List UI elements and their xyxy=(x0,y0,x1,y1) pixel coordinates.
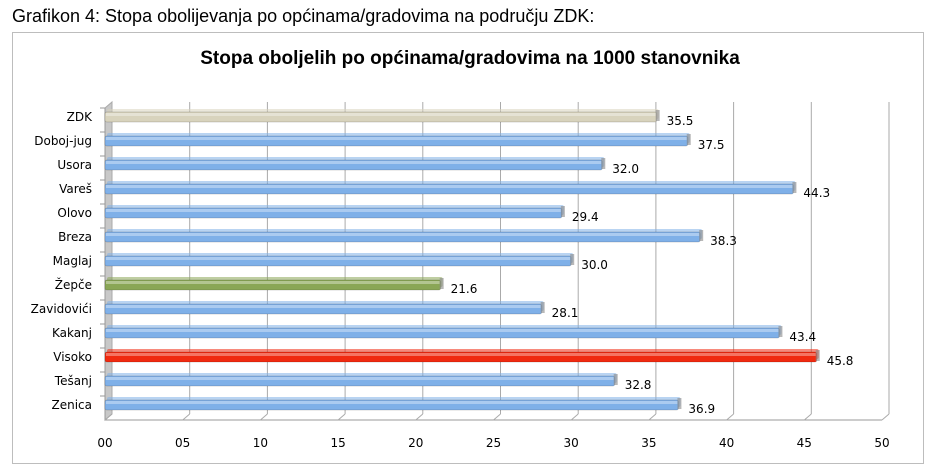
bar-end-face xyxy=(815,350,820,361)
bar-end-face xyxy=(560,206,565,217)
bar-5 xyxy=(104,229,704,243)
data-label: 44.3 xyxy=(803,186,830,200)
bar-highlight xyxy=(106,137,687,140)
bar-highlight xyxy=(106,185,793,188)
data-label: 28.1 xyxy=(552,306,579,320)
bar-highlight xyxy=(106,401,678,404)
x-tick-label: 30 xyxy=(564,436,579,450)
bar-7 xyxy=(104,277,444,291)
bar-highlight xyxy=(106,113,656,116)
y-tick-label: Vareš xyxy=(59,182,92,196)
bar-end-face xyxy=(570,254,575,265)
bar-highlight xyxy=(106,257,571,260)
y-tick-label: Doboj-jug xyxy=(34,134,92,148)
gridline-floor xyxy=(493,413,501,421)
x-tick-label: 45 xyxy=(797,436,812,450)
data-label: 37.5 xyxy=(698,138,725,152)
x-tick-label: 20 xyxy=(408,436,423,450)
bar-highlight xyxy=(106,353,816,356)
bar-end-face xyxy=(613,374,618,385)
gridline-floor xyxy=(570,413,579,421)
gridline-floor xyxy=(648,413,657,421)
bar-6 xyxy=(104,253,575,267)
gridline-floor xyxy=(260,413,268,421)
y-tick-label: Kakanj xyxy=(52,326,92,340)
bar-highlight xyxy=(106,305,541,308)
gridline-floor xyxy=(182,413,191,421)
bar-end-face xyxy=(778,326,783,337)
data-label: 32.8 xyxy=(625,378,652,392)
bar-end-face xyxy=(655,110,660,121)
bar-end-face xyxy=(686,134,691,145)
data-label: 35.5 xyxy=(667,114,694,128)
bar-highlight xyxy=(106,329,779,332)
bar-12 xyxy=(104,397,682,411)
bar-end-face xyxy=(540,302,545,313)
gridline-floor xyxy=(104,413,113,421)
x-tick-label: 05 xyxy=(175,436,190,450)
y-tick-label: Usora xyxy=(57,158,92,172)
bar-highlight xyxy=(106,377,614,380)
gridline-floor xyxy=(881,413,890,421)
gridline-floor xyxy=(803,413,812,421)
data-label: 43.4 xyxy=(789,330,816,344)
data-label: 45.8 xyxy=(827,354,854,368)
bar-highlight xyxy=(106,281,440,284)
data-label: 38.3 xyxy=(710,234,737,248)
x-tick-label: 15 xyxy=(330,436,345,450)
x-tick-label: 25 xyxy=(486,436,501,450)
bar-11 xyxy=(104,373,618,387)
data-label: 36.9 xyxy=(688,402,715,416)
bar-end-face xyxy=(699,230,704,241)
y-tick-label: ZDK xyxy=(67,110,93,124)
y-tick-label: Maglaj xyxy=(53,254,92,268)
y-tick-label: Zavidovići xyxy=(31,302,92,316)
chart-title: Stopa oboljelih po općinama/gradovima na… xyxy=(200,48,740,69)
bar-8 xyxy=(104,301,545,315)
bar-9 xyxy=(104,325,783,339)
figure-caption: Grafikon 4: Stopa obolijevanja po općina… xyxy=(12,6,595,26)
bar-highlight xyxy=(106,161,602,164)
x-tick-label: 50 xyxy=(874,436,889,450)
x-tick-label: 40 xyxy=(719,436,734,450)
data-label: 21.6 xyxy=(451,282,478,296)
bar-highlight xyxy=(106,209,561,212)
bar-end-face xyxy=(601,158,606,169)
data-label: 29.4 xyxy=(572,210,599,224)
bar-highlight xyxy=(106,233,700,236)
gridline-floor xyxy=(415,413,424,421)
y-tick-label: Visoko xyxy=(53,350,92,364)
data-label: 30.0 xyxy=(581,258,608,272)
bar-10 xyxy=(104,349,820,363)
x-tick-label: 10 xyxy=(253,436,268,450)
bar-2 xyxy=(104,157,606,171)
data-label: 32.0 xyxy=(612,162,639,176)
bar-1 xyxy=(104,133,691,147)
bar-0 xyxy=(104,109,660,123)
x-tick-label: 00 xyxy=(97,436,112,450)
y-tick-label: Olovo xyxy=(57,206,92,220)
y-tick-label: Breza xyxy=(58,230,92,244)
bar-4 xyxy=(104,205,565,219)
bar-end-face xyxy=(792,182,797,193)
x-tick-label: 35 xyxy=(641,436,656,450)
bar-3 xyxy=(104,181,797,195)
bar-end-face xyxy=(677,398,682,409)
bar-end-face xyxy=(439,278,444,289)
y-tick-label: Žepče xyxy=(55,277,92,292)
gridline-floor xyxy=(726,413,734,421)
y-tick-label: Tešanj xyxy=(54,374,92,388)
chart-frame xyxy=(12,32,924,464)
y-tick-label: Zenica xyxy=(52,398,93,412)
gridline-floor xyxy=(337,413,346,421)
